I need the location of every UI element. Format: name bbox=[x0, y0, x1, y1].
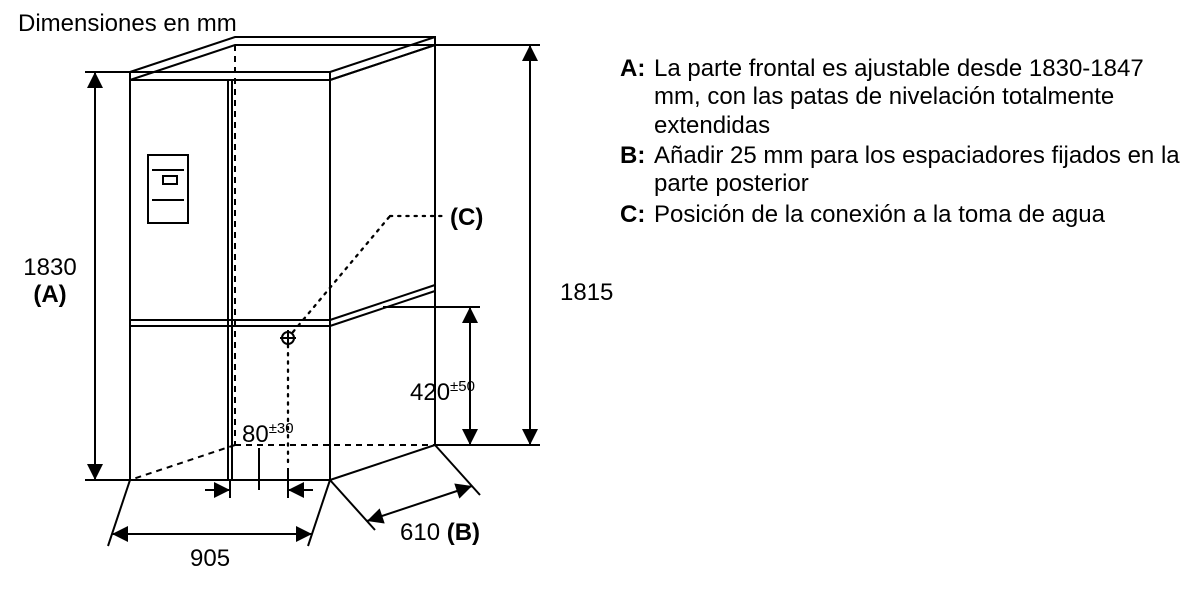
legend-text-a: La parte frontal es ajustable desde 1830… bbox=[654, 55, 1180, 140]
dimension-drawing: (C) 1830 (A) 1815 420±50 bbox=[0, 0, 620, 600]
dim-width: 905 bbox=[190, 545, 230, 572]
dim-height-front: 1830 bbox=[23, 254, 76, 281]
svg-text:80±30: 80±30 bbox=[242, 420, 294, 448]
legend-key-b: B: bbox=[620, 142, 654, 170]
legend-row: C: Posición de la conexión a la toma de … bbox=[620, 201, 1180, 229]
legend: A: La parte frontal es ajustable desde 1… bbox=[620, 55, 1180, 231]
legend-key-a: A: bbox=[620, 55, 654, 83]
dim-depth: 610 bbox=[400, 519, 440, 546]
dim-height-back: 1815 bbox=[560, 279, 613, 306]
dim-offset-z-tol: ±50 bbox=[450, 378, 475, 395]
legend-row: A: La parte frontal es ajustable desde 1… bbox=[620, 55, 1180, 140]
dim-height-front-note: (A) bbox=[33, 281, 66, 308]
callout-c: (C) bbox=[450, 204, 483, 231]
dim-depth-note: (B) bbox=[447, 519, 480, 546]
dim-offset-z: 420 bbox=[410, 379, 450, 406]
dim-offset-x-tol: ±30 bbox=[269, 420, 294, 437]
dim-offset-x: 80 bbox=[242, 421, 269, 448]
legend-text-c: Posición de la conexión a la toma de agu… bbox=[654, 201, 1180, 229]
legend-text-b: Añadir 25 mm para los espaciadores fijad… bbox=[654, 142, 1180, 199]
svg-text:420±50: 420±50 bbox=[410, 378, 475, 406]
legend-key-c: C: bbox=[620, 201, 654, 229]
svg-text:610 (B): 610 (B) bbox=[400, 519, 480, 546]
legend-row: B: Añadir 25 mm para los espaciadores fi… bbox=[620, 142, 1180, 199]
